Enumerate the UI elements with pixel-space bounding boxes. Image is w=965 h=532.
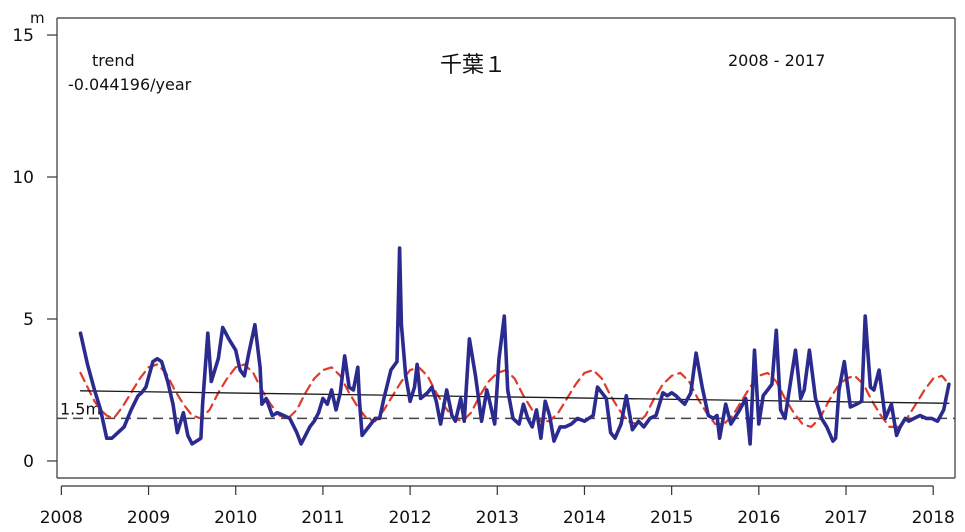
x-tick-label-2015: 2015	[650, 508, 693, 528]
plot-frame-group	[56, 17, 956, 479]
trend-series-line	[79, 390, 950, 404]
x-tick-label-2011: 2011	[301, 508, 344, 528]
y-tick-label-0: 0	[23, 452, 34, 472]
x-tick-label-2013: 2013	[476, 508, 519, 528]
x-tick-label-2016: 2016	[737, 508, 780, 528]
x-tick-label-2018: 2018	[912, 508, 955, 528]
chart-title: 千葉１	[440, 53, 506, 78]
y-tick-label-5: 5	[23, 310, 34, 330]
x-tick-label-2009: 2009	[127, 508, 170, 528]
trend-value: -0.044196/year	[68, 75, 192, 94]
period-label: 2008 - 2017	[728, 51, 825, 70]
y-axis: 0 5 10 15	[12, 26, 57, 472]
x-tick-label-2008: 2008	[40, 508, 83, 528]
x-axis: 2008 2009 2010 2011 2012 2013 2014 2015 2016 2017…	[40, 485, 955, 528]
x-tick-label-2012: 2012	[388, 508, 431, 528]
observed-series-line	[78, 246, 951, 446]
series-layer	[78, 246, 951, 446]
trend-label: trend	[92, 51, 135, 70]
x-tick-label-2014: 2014	[563, 508, 606, 528]
y-tick-label-10: 10	[12, 168, 34, 188]
x-tick-label-2010: 2010	[214, 508, 257, 528]
seasonal-series-line	[79, 363, 951, 428]
reference-label: 1.5m	[60, 399, 101, 418]
y-tick-label-15: 15	[12, 26, 34, 46]
x-tick-label-2017: 2017	[824, 508, 867, 528]
y-unit-label: m	[30, 9, 45, 27]
